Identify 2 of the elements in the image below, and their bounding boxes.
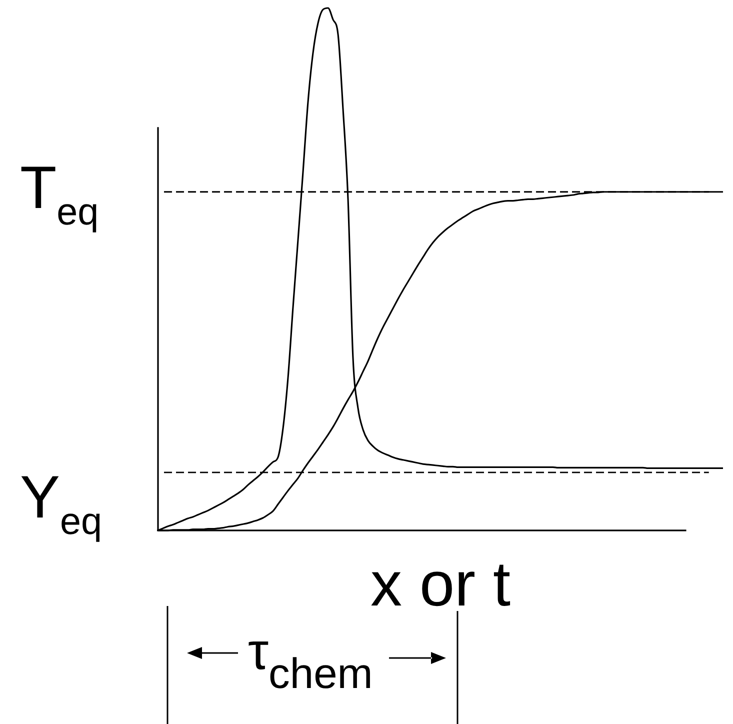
x-axis-title: x or t [370, 550, 512, 620]
text: τ$_{chem}$ [248, 623, 373, 698]
